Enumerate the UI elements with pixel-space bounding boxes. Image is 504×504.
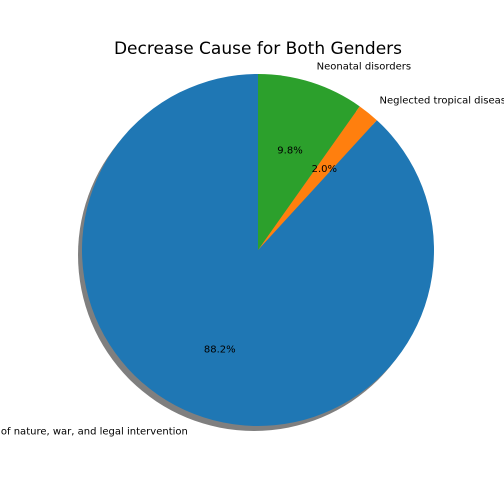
pie-slice-label-1: Neglected tropical diseas bbox=[380, 95, 504, 106]
pie-slices bbox=[82, 74, 435, 426]
pie-slice-2 bbox=[258, 74, 360, 250]
chart-title: Decrease Cause for Both Genders bbox=[114, 39, 402, 59]
pie-slice-label-0: of nature, war, and legal intervention bbox=[1, 426, 188, 437]
pie-percent-label-2: 9.8% bbox=[277, 145, 302, 156]
pie-percent-label-0: 88.2% bbox=[204, 344, 236, 355]
pie-slice-label-2: Neonatal disorders bbox=[317, 62, 411, 73]
slice-labels: of nature, war, and legal intervention Ne… bbox=[1, 62, 504, 438]
percent-labels: 88.2% 2.0% 9.8% bbox=[204, 145, 337, 355]
pie-percent-label-1: 2.0% bbox=[312, 164, 337, 175]
pie-slice-1 bbox=[258, 106, 377, 250]
